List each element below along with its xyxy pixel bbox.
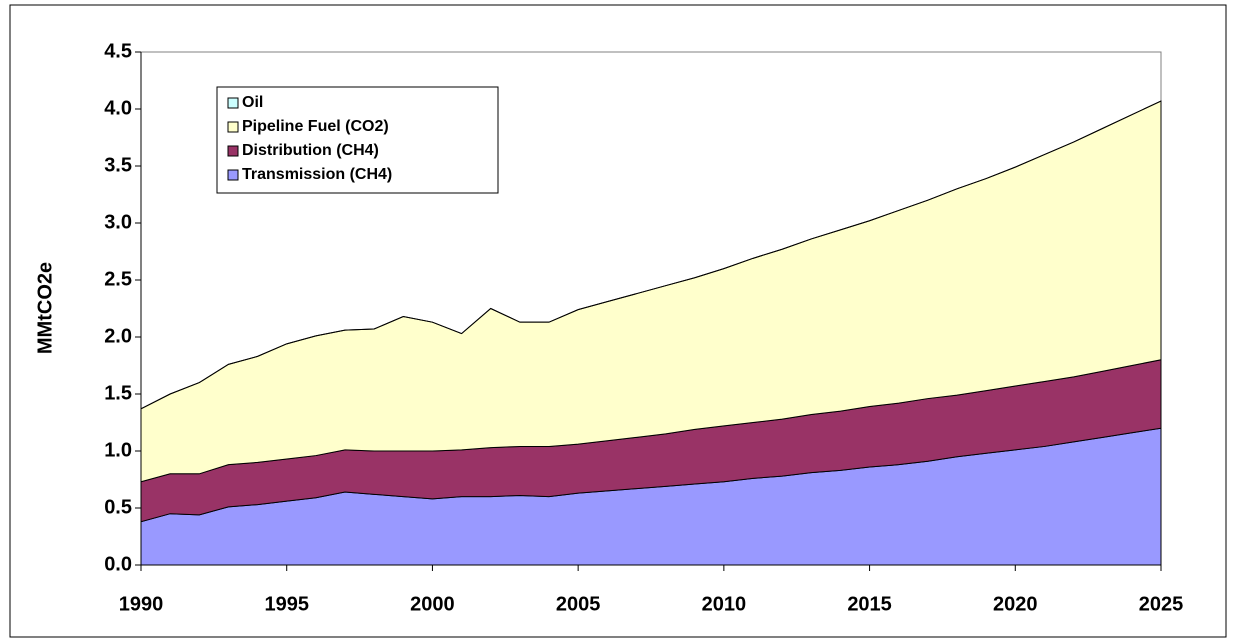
legend-swatch	[227, 145, 239, 157]
legend-label: Transmission (CH4)	[242, 166, 392, 183]
area	[140, 100, 1162, 410]
legend-swatch	[227, 169, 239, 181]
x-tick-label: 2010	[702, 593, 747, 615]
x-tick-label: 2005	[556, 593, 601, 615]
y-tick-label: 4.0	[104, 97, 132, 119]
x-tick-label: 2015	[847, 593, 892, 615]
y-tick-label: 0.5	[104, 496, 132, 518]
legend-label: Pipeline Fuel (CO2)	[242, 118, 389, 135]
legend-label: Distribution (CH4)	[242, 142, 379, 159]
x-tick-label: 2020	[993, 593, 1038, 615]
legend-swatch	[227, 121, 239, 133]
y-tick-label: 2.0	[104, 325, 132, 347]
y-tick-label: 4.5	[104, 40, 132, 62]
legend-box	[216, 86, 499, 194]
legend-swatch	[227, 97, 239, 109]
legend-label: Oil	[242, 94, 263, 111]
x-tick-label: 1990	[119, 593, 164, 615]
y-axis-label: MMtCO2e	[34, 262, 56, 354]
x-tick-label: 2025	[1139, 593, 1184, 615]
y-tick-label: 3.5	[104, 154, 132, 176]
y-tick-label: 2.5	[104, 268, 132, 290]
x-tick-label: 1995	[264, 593, 309, 615]
y-tick-label: 1.0	[104, 439, 132, 461]
y-tick-label: 3.0	[104, 211, 132, 233]
y-tick-label: 0.0	[104, 553, 132, 575]
y-tick-label: 1.5	[104, 382, 132, 404]
x-tick-label: 2000	[410, 593, 455, 615]
